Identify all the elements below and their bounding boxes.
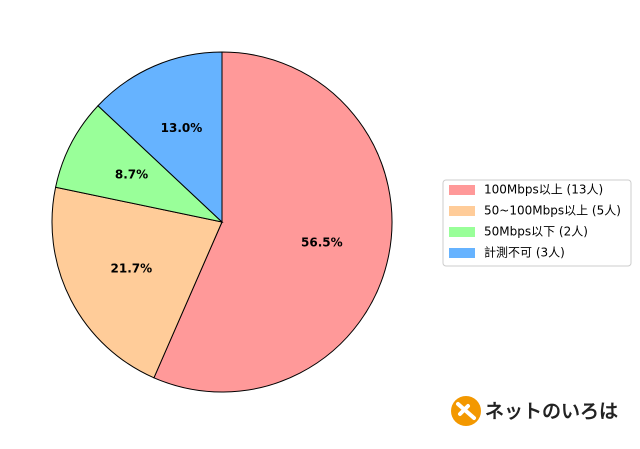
logo-icon-mark: [456, 402, 476, 420]
legend-swatch: [449, 185, 475, 195]
legend: 100Mbps以上 (13人) 50~100Mbps以上 (5人) 50Mbps以下…: [449, 183, 621, 260]
pie-slice: [97, 51, 223, 224]
slice-label: 21.7%: [111, 261, 153, 275]
slice-label: 56.5%: [301, 235, 343, 249]
slice-label: 8.7%: [115, 167, 148, 181]
legend-swatch: [449, 227, 475, 237]
legend-label: 100Mbps以上 (13人): [484, 183, 603, 197]
legend-label: 計測不可 (3人): [484, 245, 565, 260]
legend-box: [442, 179, 632, 267]
logo: ネットのいろは: [451, 396, 618, 426]
slice-label: 13.0%: [161, 121, 203, 135]
pie-slice: [51, 186, 223, 379]
pie-slice: [55, 105, 224, 223]
legend-swatch: [449, 248, 475, 258]
legend-label: 50~100Mbps以上 (5人): [484, 204, 621, 218]
legend-label: 50Mbps以下 (2人): [484, 225, 588, 239]
pie-slice: [153, 51, 393, 393]
legend-swatch: [449, 206, 475, 216]
logo-text: ネットのいろは: [485, 401, 618, 423]
pie: 56.5% 21.7% 8.7% 13.0%: [51, 51, 393, 393]
